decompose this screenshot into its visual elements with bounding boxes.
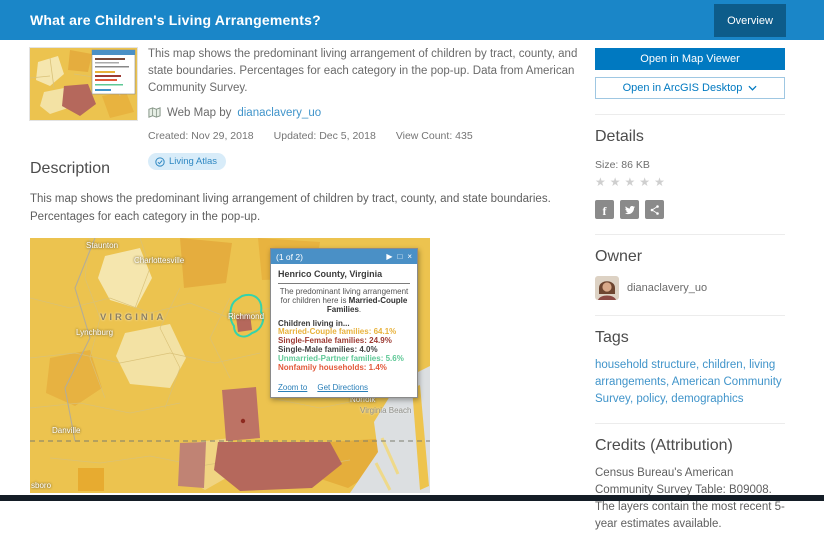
owner-heading: Owner	[595, 248, 643, 265]
view-count: View Count: 435	[395, 130, 473, 142]
popup-links: Zoom to Get Directions	[278, 383, 410, 392]
popup-stat-row: Married-Couple families: 64.1%	[278, 327, 397, 337]
star-icon[interactable]: ★	[595, 175, 610, 189]
sidebar-divider	[595, 423, 785, 424]
star-icon[interactable]: ★	[639, 175, 655, 189]
popup-pagination: (1 of 2)	[276, 251, 303, 262]
popup-close-icon[interactable]: ×	[407, 251, 412, 261]
sidebar-divider	[595, 114, 785, 115]
updated-date: Updated: Dec 5, 2018	[273, 130, 376, 142]
sidebar-divider	[595, 315, 785, 316]
tag-link[interactable]: American Community Survey	[595, 376, 782, 405]
tags-list: household structure, children, living ar…	[595, 359, 782, 405]
popup-intro: The predominant living arrangement for c…	[279, 287, 409, 314]
item-type-label: Web Map by	[167, 106, 232, 119]
popup-divider	[278, 283, 410, 284]
description-text: This map shows the predominant living ar…	[30, 193, 551, 223]
owner-avatar	[595, 276, 619, 300]
credits-heading: Credits (Attribution)	[595, 437, 733, 454]
open-in-map-viewer-button[interactable]: Open in Map Viewer	[595, 48, 785, 70]
popup-stat-row: Unmarried-Partner families: 5.6%	[278, 354, 404, 364]
owner-row[interactable]: dianaclavery_uo	[595, 276, 785, 300]
popup-stat-row: Single-Female families: 24.9%	[278, 336, 392, 346]
web-map-icon	[148, 107, 161, 118]
page-title: What are Children's Living Arrangements?	[30, 12, 321, 28]
item-sidebar: Open in Map Viewer Open in ArcGIS Deskto…	[595, 48, 785, 533]
popup-maximize-icon[interactable]: □	[397, 251, 403, 261]
facebook-icon: f	[602, 203, 607, 218]
living-atlas-badge[interactable]: Living Atlas	[148, 153, 227, 170]
popup-header: (1 of 2) ▶ □ ×	[271, 249, 417, 264]
popup-body: Henrico County, Virginia The predominant…	[271, 264, 417, 397]
living-atlas-globe-icon	[155, 156, 165, 167]
description-heading: Description	[30, 160, 111, 177]
owner-link[interactable]: dianaclavery_uo	[237, 106, 322, 119]
tags-heading: Tags	[595, 329, 629, 346]
map-preview-image[interactable]: Staunton Charlottesville VIRGINIA Lynchburg…	[30, 238, 430, 493]
item-meta: Created: Nov 29, 2018 Updated: Dec 5, 20…	[148, 130, 590, 142]
popup-stat-row: Nonfamily households: 1.4%	[278, 363, 387, 373]
chevron-down-icon	[748, 85, 757, 91]
tag-link[interactable]: living arrangements	[595, 359, 776, 388]
popup-title: Henrico County, Virginia	[278, 269, 383, 279]
tag-link[interactable]: household structure	[595, 359, 697, 371]
share-buttons: f	[595, 200, 785, 219]
summary-text: This map shows the predominant living ar…	[148, 48, 578, 94]
sidebar-divider	[595, 234, 785, 235]
footer-bar	[0, 495, 824, 501]
star-icon[interactable]: ★	[609, 175, 625, 189]
item-summary: This map shows the predominant living ar…	[148, 46, 590, 172]
owner-name: dianaclavery_uo	[627, 282, 708, 294]
popup-next-icon[interactable]: ▶	[386, 251, 393, 261]
living-atlas-label: Living Atlas	[169, 156, 218, 167]
popup-list-heading: Children living in...	[278, 319, 350, 329]
twitter-icon	[624, 205, 635, 214]
open-desktop-label: Open in ArcGIS Desktop	[622, 82, 743, 94]
share-link-button[interactable]	[645, 200, 664, 219]
thumbnail-map-image	[30, 48, 137, 120]
get-directions-link[interactable]: Get Directions	[317, 383, 369, 392]
star-icon[interactable]: ★	[654, 175, 669, 189]
item-byline: Web Map by dianaclavery_uo	[148, 106, 590, 119]
zoom-to-link[interactable]: Zoom to	[278, 383, 308, 392]
rating-stars[interactable]: ★★★★★	[595, 175, 785, 189]
tab-overview-label: Overview	[727, 14, 773, 27]
popup-stat-rows: Married-Couple families: 64.1% Single-Fem…	[278, 327, 410, 373]
tag-link[interactable]: children	[702, 359, 743, 371]
created-date: Created: Nov 29, 2018	[148, 130, 254, 142]
map-popup: (1 of 2) ▶ □ × Henrico County, Virginia …	[270, 248, 418, 398]
item-thumbnail[interactable]	[30, 48, 137, 120]
share-icon	[650, 204, 659, 215]
open-in-arcgis-desktop-button[interactable]: Open in ArcGIS Desktop	[595, 77, 785, 99]
twitter-share-button[interactable]	[620, 200, 639, 219]
item-header-bar: What are Children's Living Arrangements?…	[0, 0, 824, 40]
tag-link[interactable]: policy	[636, 393, 665, 405]
details-heading: Details	[595, 128, 644, 145]
tab-overview[interactable]: Overview	[714, 4, 786, 37]
tag-link[interactable]: demographics	[671, 393, 744, 405]
popup-stat-row: Single-Male families: 4.0%	[278, 345, 378, 355]
star-icon[interactable]: ★	[624, 175, 640, 189]
facebook-share-button[interactable]: f	[595, 200, 614, 219]
item-size: Size: 86 KB	[595, 159, 650, 171]
